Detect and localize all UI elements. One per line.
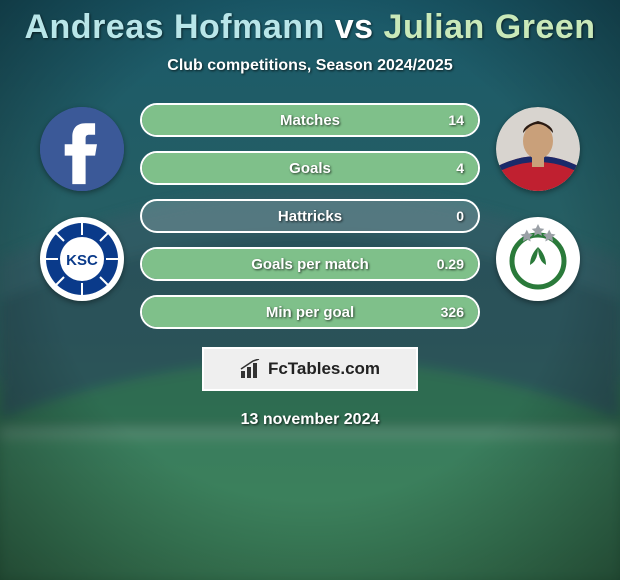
subtitle: Club competitions, Season 2024/2025 bbox=[0, 57, 620, 75]
bar-chart-icon bbox=[240, 359, 262, 379]
stat-value-right: 0.29 bbox=[437, 256, 464, 272]
left-player-column: KSC bbox=[40, 107, 124, 301]
stat-row: Matches 14 bbox=[140, 103, 480, 137]
player1-club-badge: KSC bbox=[40, 217, 124, 301]
right-player-column bbox=[496, 107, 580, 301]
stat-value-right: 326 bbox=[441, 304, 464, 320]
stats-column: Matches 14 Goals 4 Hattricks 0 Goals per match… bbox=[140, 103, 480, 329]
stat-label: Goals per match bbox=[251, 256, 369, 273]
stat-value-right: 4 bbox=[456, 160, 464, 176]
stat-row: Goals 4 bbox=[140, 151, 480, 185]
player1-name: Andreas Hofmann bbox=[24, 8, 324, 46]
stat-label: Min per goal bbox=[266, 304, 354, 321]
comparison-title: Andreas Hofmann vs Julian Green bbox=[0, 8, 620, 47]
player-photo-icon bbox=[496, 107, 580, 191]
facebook-icon bbox=[40, 107, 124, 191]
stat-value-right: 0 bbox=[456, 208, 464, 224]
brand-watermark[interactable]: FcTables.com bbox=[202, 347, 418, 391]
svg-text:KSC: KSC bbox=[66, 252, 98, 269]
stat-label: Goals bbox=[289, 160, 331, 177]
player1-avatar bbox=[40, 107, 124, 191]
snapshot-date: 13 november 2024 bbox=[0, 411, 620, 429]
stat-row: Goals per match 0.29 bbox=[140, 247, 480, 281]
player2-club-badge bbox=[496, 217, 580, 301]
ksc-badge-icon: KSC bbox=[40, 217, 124, 301]
player2-avatar bbox=[496, 107, 580, 191]
furth-badge-icon bbox=[496, 217, 580, 301]
stat-row: Hattricks 0 bbox=[140, 199, 480, 233]
stat-row: Min per goal 326 bbox=[140, 295, 480, 329]
stat-label: Matches bbox=[280, 112, 340, 129]
vs-text: vs bbox=[335, 8, 374, 46]
comparison-body: KSC Matches 14 Goals 4 Hattricks 0 Goals per m… bbox=[0, 103, 620, 329]
stat-label: Hattricks bbox=[278, 208, 342, 225]
stat-value-right: 14 bbox=[448, 112, 464, 128]
brand-text: FcTables.com bbox=[268, 359, 380, 379]
player2-name: Julian Green bbox=[384, 8, 596, 46]
